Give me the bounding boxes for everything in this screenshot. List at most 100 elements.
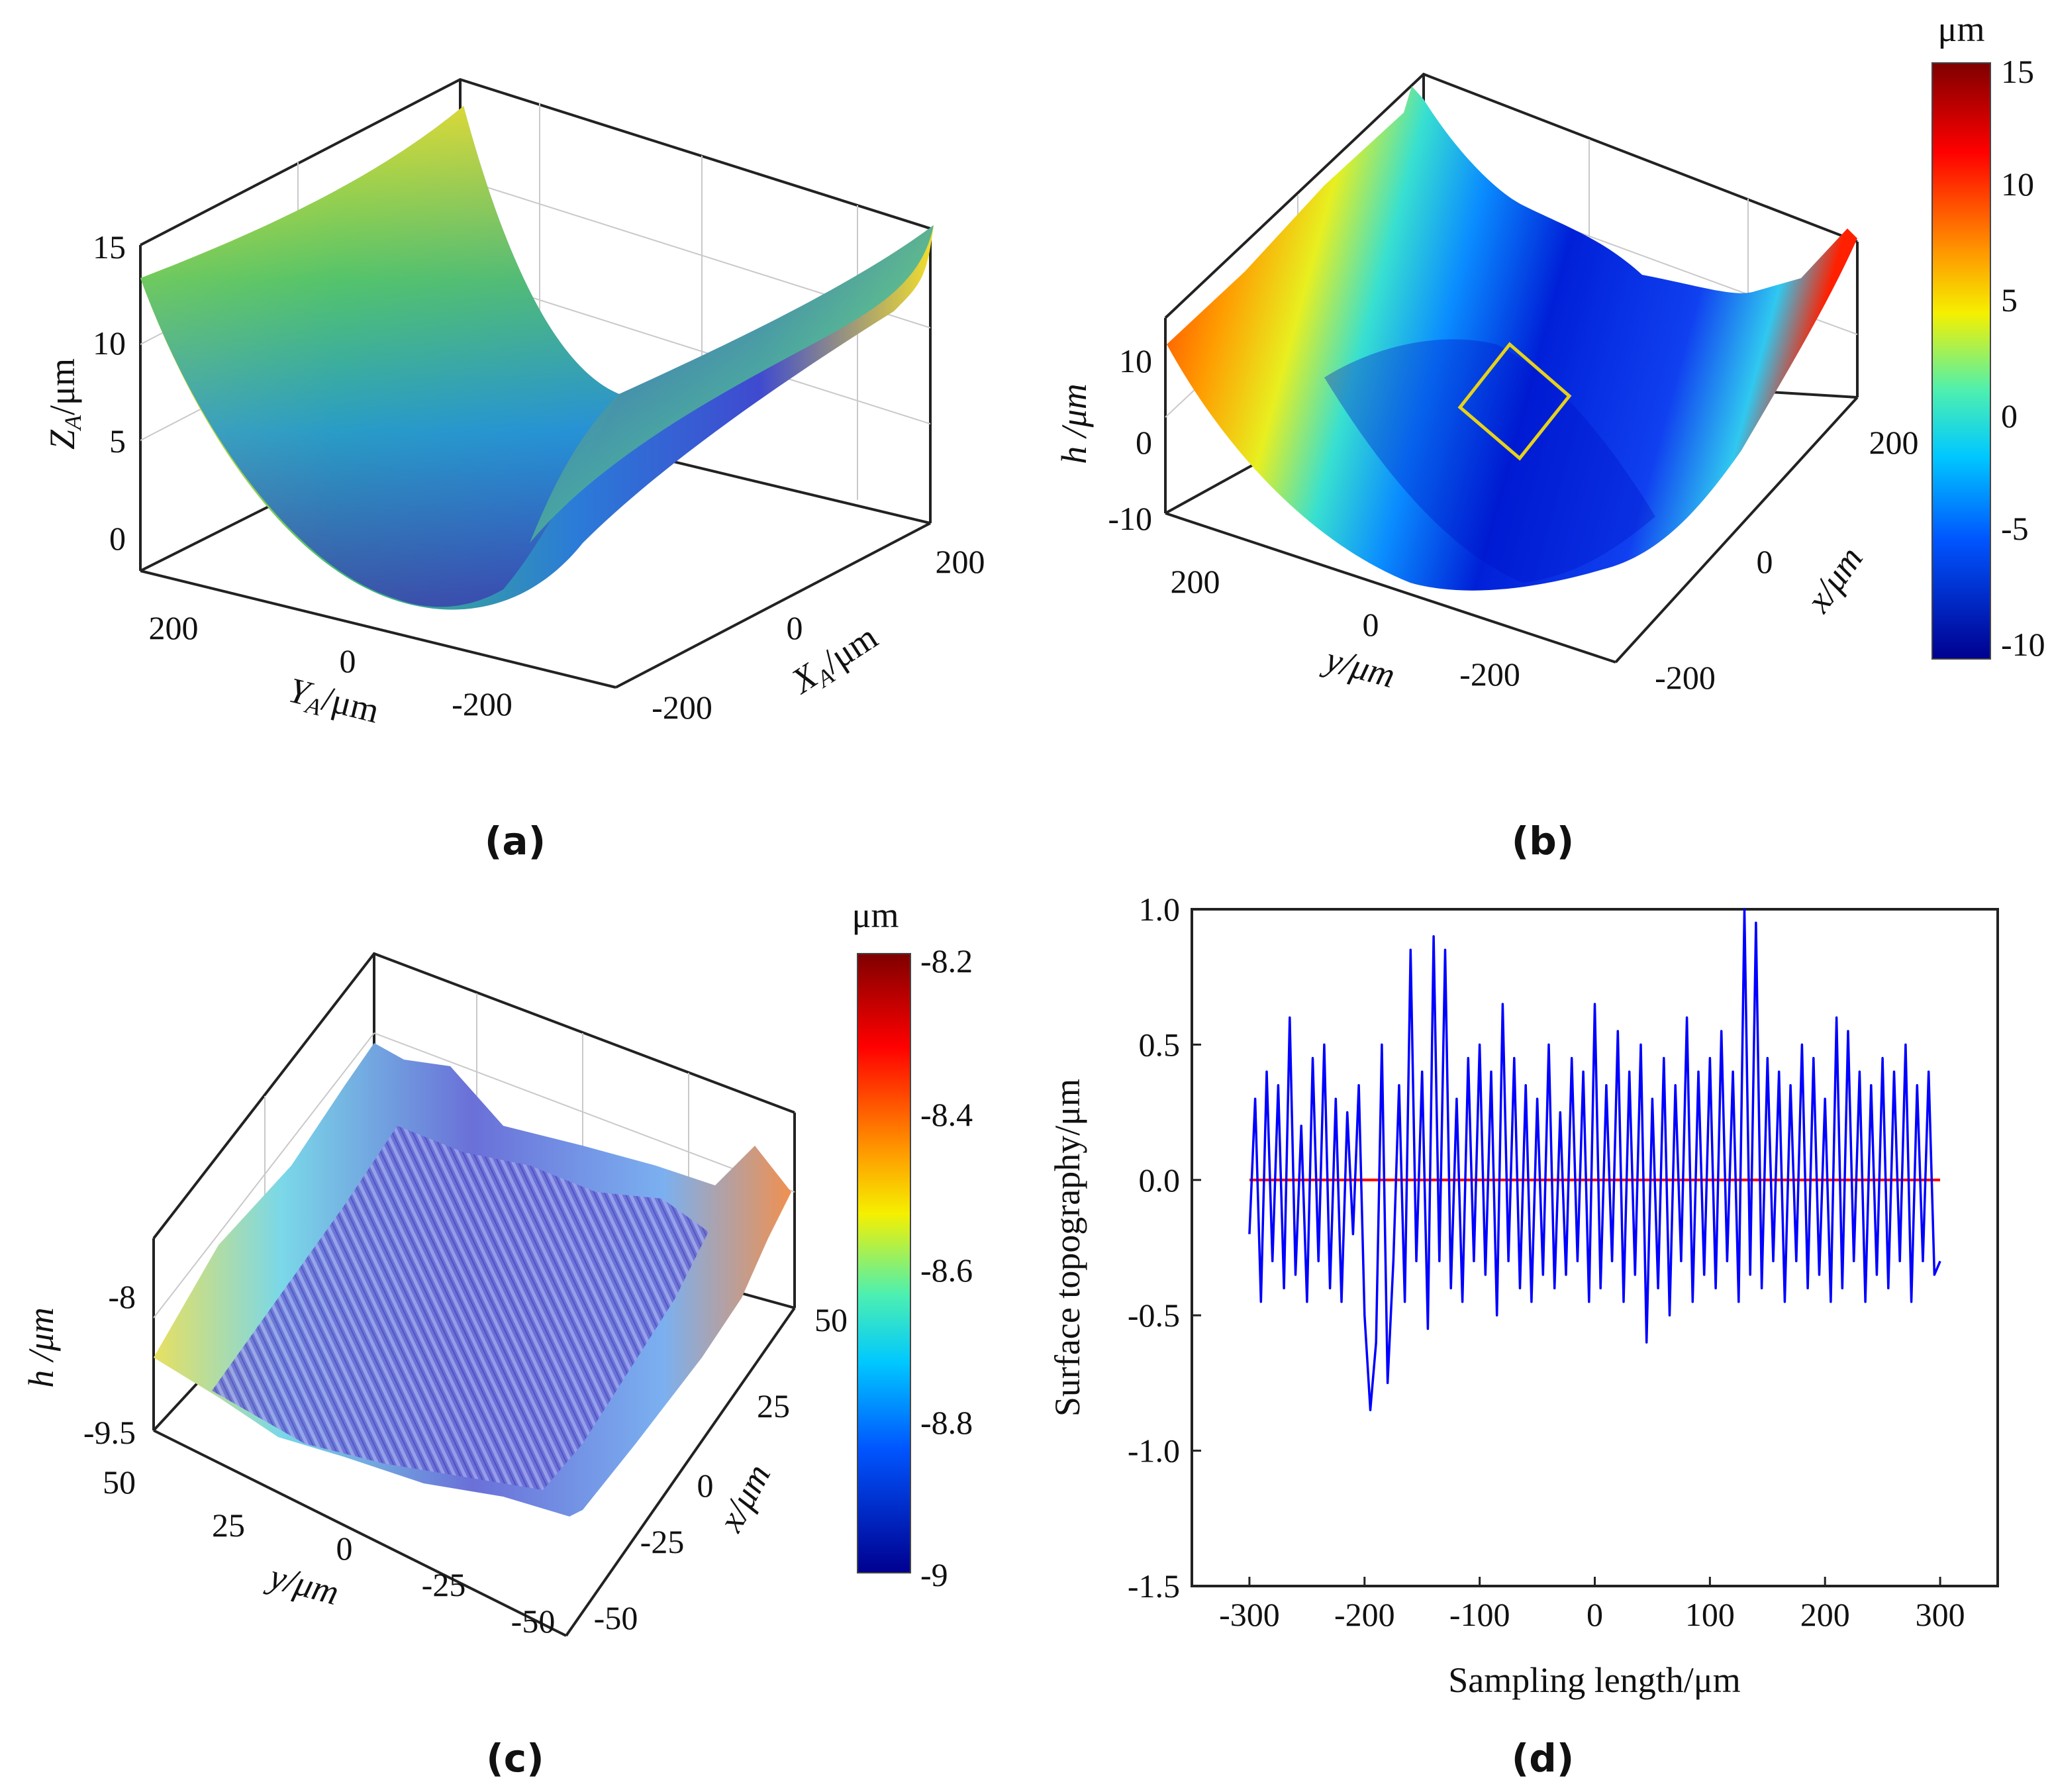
panel-c-y-ticks: 50 25 0 -25 -50 bbox=[103, 1464, 555, 1640]
panel-b-cb-tick: -5 bbox=[2001, 510, 2029, 547]
panel-c-surface-ripples bbox=[212, 1126, 708, 1490]
panel-b-z-ticks: 10 0 -10 bbox=[1108, 342, 1152, 537]
panel-b-colorbar-ticks: 15 10 5 0 -5 -10 bbox=[2001, 53, 2045, 663]
panel-a-y-tick: 200 bbox=[149, 609, 199, 646]
panel-d-x-tick-label: -200 bbox=[1334, 1596, 1395, 1633]
panel-d-y-tick-label: 1.0 bbox=[1139, 891, 1181, 928]
panel-c-x-tick: -50 bbox=[594, 1599, 638, 1636]
panel-c-x-tick: 0 bbox=[697, 1467, 714, 1504]
panel-c-colorbar bbox=[857, 953, 911, 1573]
panel-b-cb-tick: 5 bbox=[2001, 281, 2018, 319]
panel-c-x-axis-line bbox=[565, 1307, 796, 1637]
panel-c-x-label: x/μm bbox=[710, 1458, 778, 1538]
panel-d-x-tick-label: 200 bbox=[1800, 1596, 1850, 1633]
panel-c-z-ticks: -8 -9.5 bbox=[83, 1278, 136, 1451]
panel-c-cb-tick: -8.4 bbox=[920, 1096, 973, 1133]
panel-b-z-tick: 10 bbox=[1119, 342, 1152, 379]
panel-a-x-ticks: 200 0 -200 bbox=[652, 543, 985, 726]
panel-b-z-label: h /μm bbox=[1054, 383, 1094, 464]
panel-b-y-ticks: 200 0 -200 bbox=[1171, 563, 1520, 693]
panel-c-y-tick: 25 bbox=[212, 1507, 245, 1544]
panel-d-caption: (d) bbox=[1512, 1736, 1575, 1781]
panel-a-y-ticks: 200 0 -200 bbox=[149, 609, 513, 722]
panel-d: -300 -200 -100 0 100 200 300 1.0 0.5 0.0 -0.5 -1.0… bbox=[1048, 891, 1999, 1781]
panel-c-cb-tick: -9 bbox=[920, 1556, 948, 1593]
panel-d-y-tick-label: -1.5 bbox=[1128, 1568, 1180, 1605]
panel-b-y-tick: 0 bbox=[1363, 606, 1379, 643]
panel-c-y-tick: 50 bbox=[103, 1464, 136, 1501]
panel-c-x-tick: 50 bbox=[814, 1301, 848, 1338]
panel-c-y-axis-line bbox=[153, 1429, 567, 1637]
panel-b-x-tick: 0 bbox=[1757, 543, 1773, 580]
panel-b-y-label: y/μm bbox=[1318, 638, 1399, 695]
panel-b-cb-tick: 0 bbox=[2001, 397, 2018, 434]
panel-d-y-ticks: 1.0 0.5 0.0 -0.5 -1.0 -1.5 bbox=[1128, 891, 1201, 1605]
panel-a-z-tick: 10 bbox=[93, 324, 126, 362]
panel-a-caption: (a) bbox=[485, 819, 546, 864]
panel-b-colorbar bbox=[1931, 62, 1991, 660]
panel-c-z-tick: -9.5 bbox=[83, 1414, 136, 1451]
panel-b-y-tick: 200 bbox=[1171, 563, 1220, 600]
panel-b-x-label: x/μm bbox=[1798, 539, 1871, 619]
panel-a-x-tick: 200 bbox=[936, 543, 985, 580]
panel-b-x-tick: 200 bbox=[1869, 424, 1919, 461]
panel-d-x-ticks: -300 -200 -100 0 100 200 300 bbox=[1219, 1577, 1965, 1633]
panel-c-colorbar-unit: μm bbox=[852, 895, 899, 935]
panel-a-z-tick: 15 bbox=[93, 228, 126, 266]
panel-b: 10 0 -10 200 0 -200 200 0 -200 h /μm y/μ… bbox=[1054, 9, 2045, 864]
panel-b-cb-tick: -10 bbox=[2001, 626, 2045, 663]
panel-b-cb-tick: 10 bbox=[2001, 166, 2034, 203]
panel-d-y-label: Surface topography/μm bbox=[1048, 1079, 1087, 1417]
panel-b-surface-valley bbox=[1324, 339, 1655, 583]
panel-a-back-top-edge bbox=[140, 77, 931, 246]
panel-d-y-tick-label: 0.5 bbox=[1139, 1026, 1181, 1063]
panel-a-y-label: YA/μm bbox=[284, 670, 383, 734]
panel-d-x-tick-label: 300 bbox=[1916, 1596, 1965, 1633]
panel-b-colorbar-unit: μm bbox=[1938, 9, 1985, 49]
panel-c-y-tick: 0 bbox=[336, 1530, 353, 1567]
panel-a-z-label: ZA/μm bbox=[42, 358, 86, 450]
panel-a-z-tick: 5 bbox=[109, 423, 126, 460]
panel-b-caption: (b) bbox=[1512, 819, 1575, 864]
panel-c-z-label: h /μm bbox=[21, 1307, 61, 1388]
panel-d-x-tick-label: 100 bbox=[1685, 1596, 1735, 1633]
panel-b-x-axis-line bbox=[1614, 396, 1859, 664]
panel-a-z-tick: 0 bbox=[109, 520, 126, 557]
panel-c-y-tick: -25 bbox=[422, 1566, 466, 1603]
panel-a: 15 10 5 0 200 0 -200 200 0 -200 ZA/μm YA… bbox=[42, 77, 985, 864]
panel-c-x-tick: -25 bbox=[640, 1523, 685, 1560]
panel-d-y-tick-label: -1.0 bbox=[1128, 1432, 1180, 1469]
panel-b-cb-tick: 15 bbox=[2001, 53, 2034, 90]
panel-d-x-tick-label: 0 bbox=[1587, 1596, 1603, 1633]
panel-c-y-label: y/μm bbox=[262, 1556, 343, 1613]
panel-a-x-axis-line bbox=[615, 522, 931, 689]
panel-c-colorbar-ticks: -8.2 -8.4 -8.6 -8.8 -9 bbox=[920, 942, 973, 1593]
panel-a-x-tick: 0 bbox=[787, 609, 803, 646]
panel-b-z-tick: -10 bbox=[1108, 500, 1152, 537]
panel-c-cb-tick: -8.8 bbox=[920, 1404, 973, 1441]
panel-c-x-tick: 25 bbox=[757, 1387, 790, 1424]
panel-d-x-label: Sampling length/μm bbox=[1448, 1660, 1740, 1700]
panel-c-y-tick: -50 bbox=[511, 1603, 556, 1640]
panel-b-selection-box bbox=[1457, 342, 1572, 461]
panel-b-y-tick: -200 bbox=[1459, 656, 1520, 693]
panel-c: -8 -9.5 50 25 0 -25 -50 50 25 0 -25 -50 … bbox=[21, 895, 973, 1781]
panel-b-x-ticks: 200 0 -200 bbox=[1655, 424, 1918, 696]
panel-b-surface bbox=[1167, 86, 1857, 591]
panel-c-cb-tick: -8.6 bbox=[920, 1252, 973, 1289]
panel-c-z-tick: -8 bbox=[108, 1278, 136, 1315]
panel-c-x-ticks: 50 25 0 -25 -50 bbox=[594, 1301, 848, 1636]
panel-a-y-tick: 0 bbox=[340, 642, 356, 679]
panel-a-surface-shading bbox=[140, 106, 619, 607]
panel-a-x-tick: -200 bbox=[652, 689, 712, 726]
panel-d-y-tick-label: -0.5 bbox=[1128, 1297, 1180, 1334]
panel-a-y-tick: -200 bbox=[452, 685, 513, 722]
panel-a-z-ticks: 15 10 5 0 bbox=[93, 228, 126, 557]
panel-d-x-tick-label: -300 bbox=[1219, 1596, 1280, 1633]
panel-c-cb-tick: -8.2 bbox=[920, 942, 973, 979]
panel-d-y-tick-label: 0.0 bbox=[1139, 1162, 1181, 1199]
panel-a-surface-right-wing bbox=[530, 225, 934, 543]
panel-b-x-tick: -200 bbox=[1655, 659, 1716, 696]
panel-c-caption: (c) bbox=[486, 1736, 544, 1781]
